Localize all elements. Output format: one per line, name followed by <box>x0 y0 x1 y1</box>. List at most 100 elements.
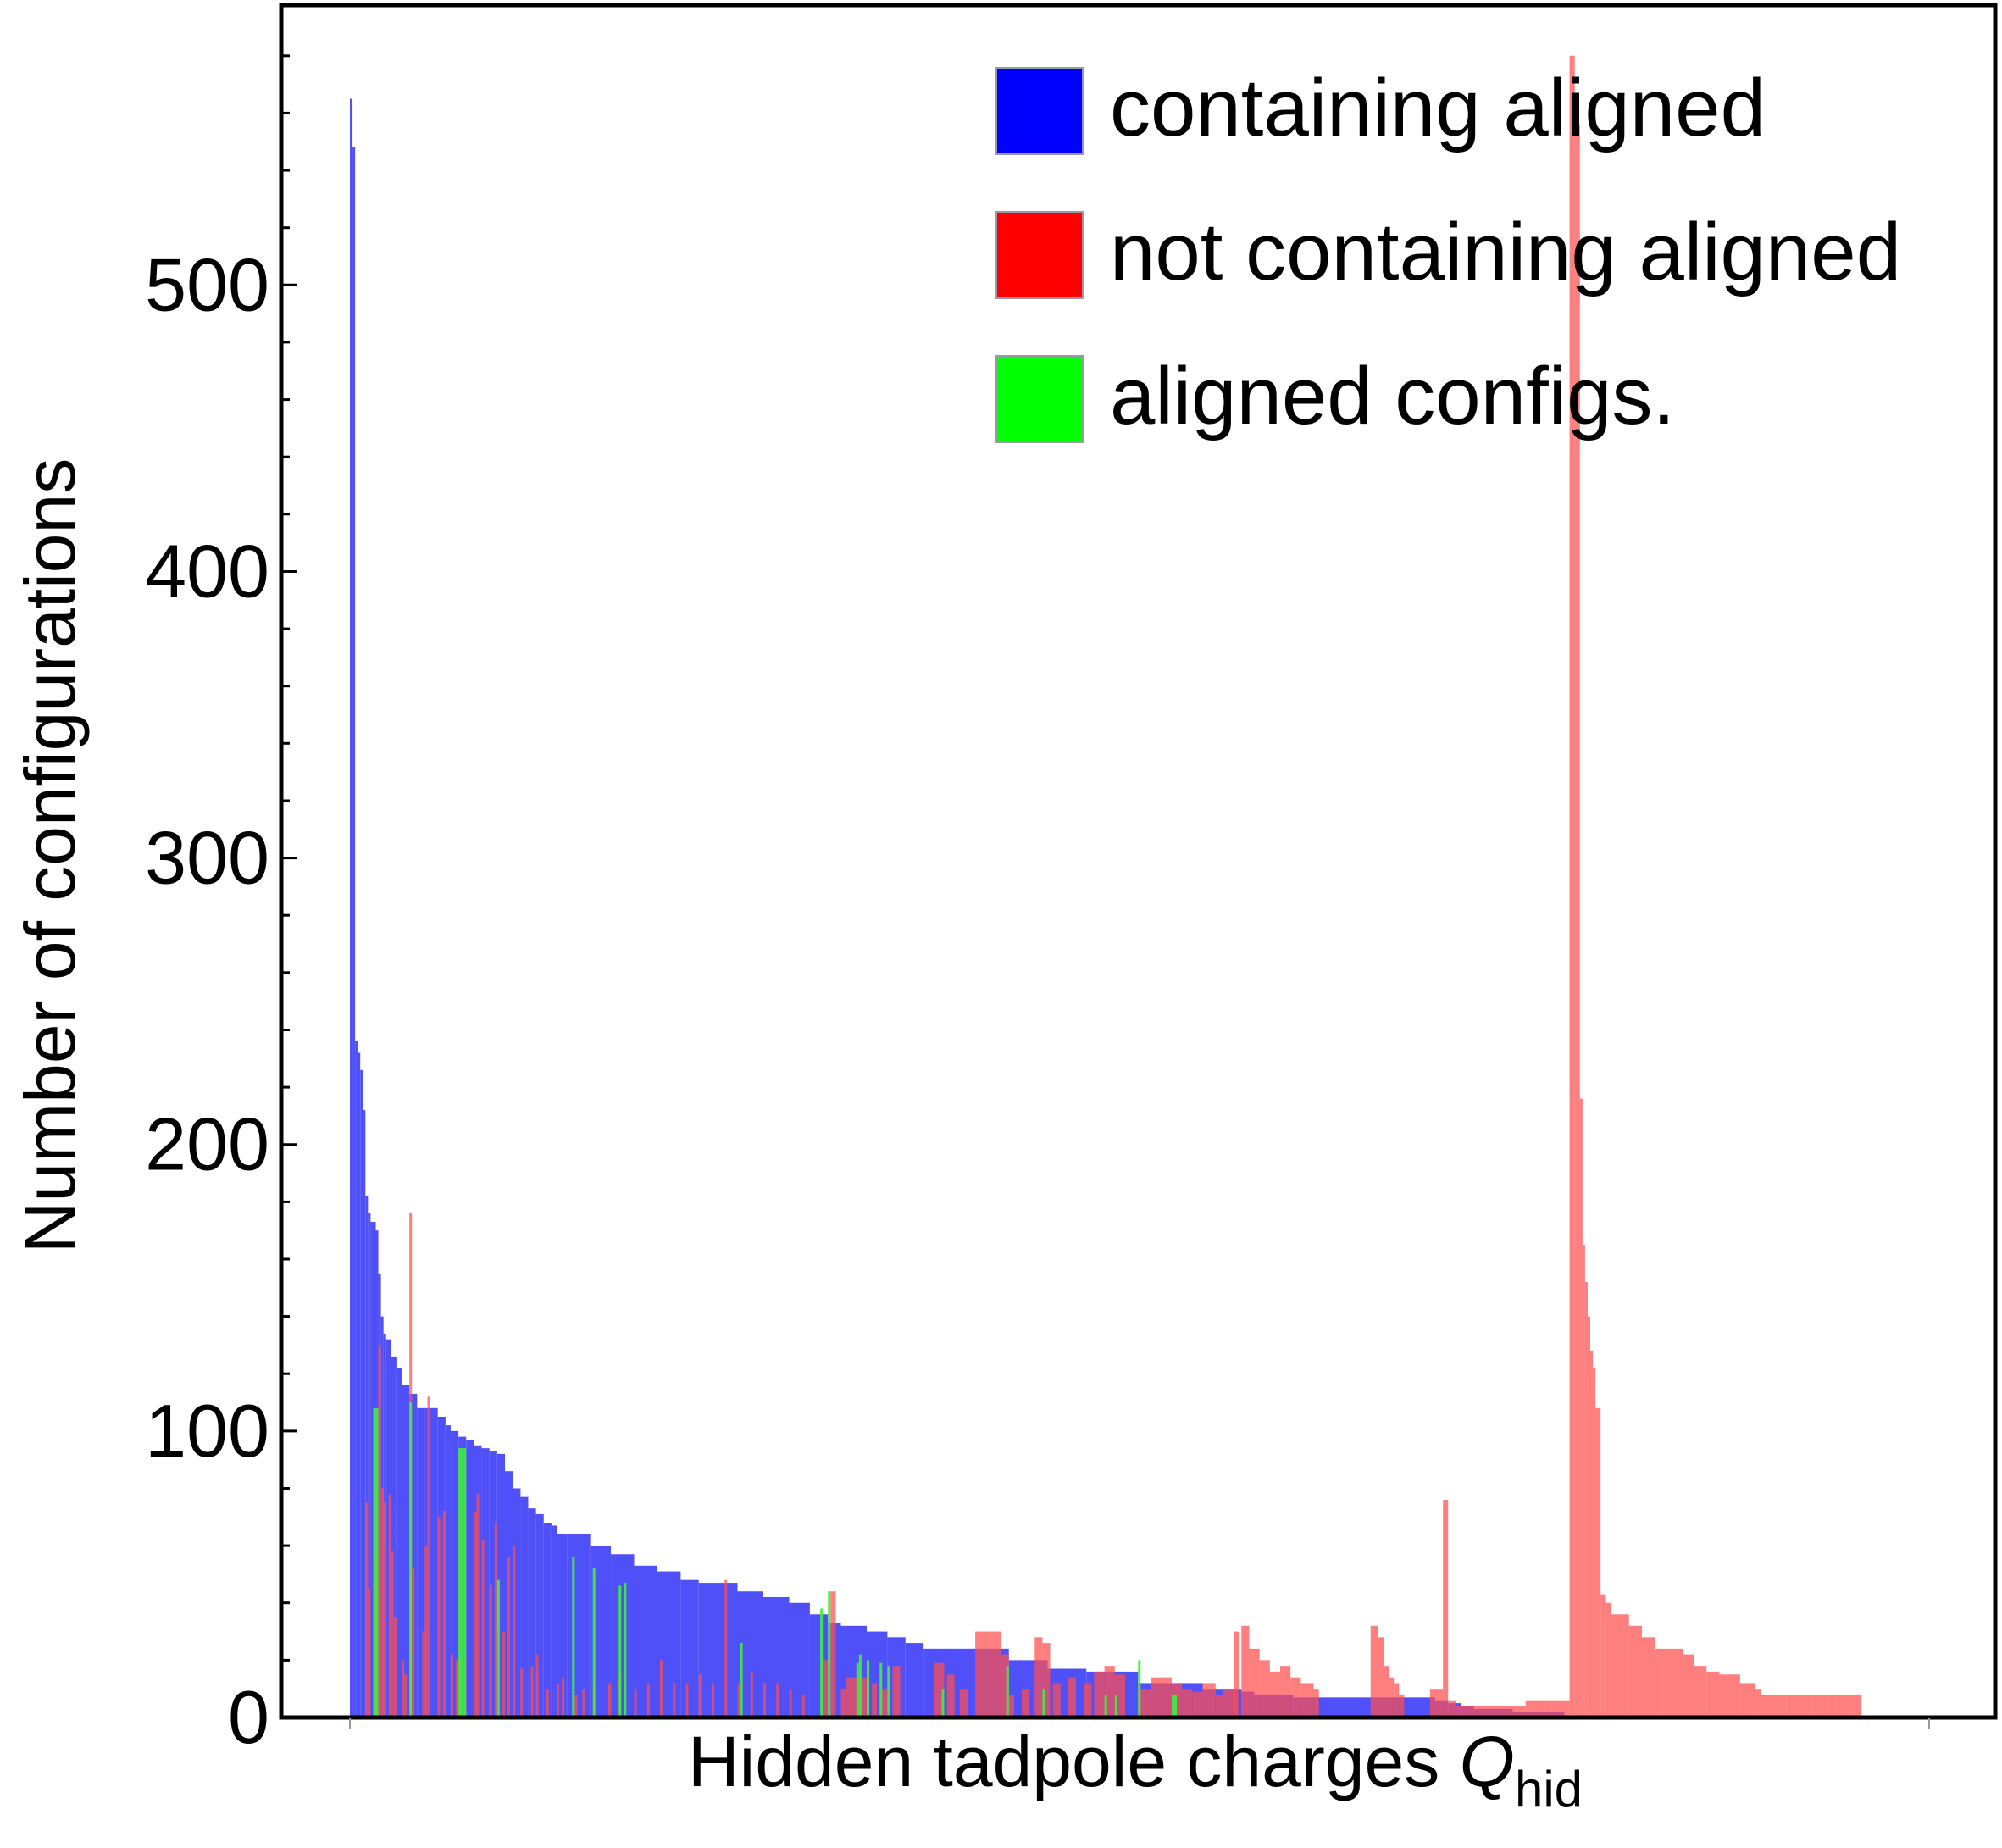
bar <box>1466 1706 1487 1718</box>
bar <box>1812 1694 1828 1718</box>
bar <box>1001 1654 1009 1718</box>
bar <box>557 1683 560 1718</box>
bar <box>1234 1631 1239 1718</box>
bar <box>789 1602 810 1718</box>
bar <box>1786 1694 1813 1718</box>
bar <box>551 1525 557 1718</box>
bar <box>567 1534 591 1718</box>
bar <box>1551 1700 1570 1718</box>
bar <box>1605 1602 1611 1718</box>
y-tick-label: 100 <box>145 1389 269 1473</box>
bar <box>528 1508 536 1718</box>
bar <box>1042 1689 1045 1718</box>
bar <box>489 1451 497 1718</box>
bar <box>1290 1677 1301 1718</box>
bar <box>380 1488 384 1718</box>
y-axis-label: Number of configurations <box>10 458 90 1253</box>
bar <box>507 1557 511 1718</box>
bar <box>611 1554 635 1718</box>
bar <box>1384 1666 1389 1718</box>
bar <box>1611 1614 1617 1718</box>
bar <box>375 1407 379 1718</box>
bar <box>562 1677 565 1718</box>
bar <box>698 1674 702 1718</box>
bar <box>1662 1648 1683 1718</box>
bar <box>1443 1500 1449 1718</box>
bar <box>1593 1368 1596 1718</box>
bar <box>1313 1689 1319 1718</box>
bar <box>1114 1694 1117 1718</box>
bar <box>712 1683 715 1718</box>
bar <box>879 1689 888 1718</box>
bar <box>404 1674 408 1718</box>
bar <box>365 1502 369 1718</box>
bar <box>750 1671 753 1718</box>
bar <box>1389 1677 1395 1718</box>
bar <box>1755 1689 1761 1718</box>
bar <box>1138 1689 1151 1718</box>
bar <box>1616 1614 1629 1718</box>
series-not-containing-aligned <box>365 55 1862 1718</box>
bar <box>1202 1683 1216 1718</box>
bar <box>975 1631 991 1718</box>
bar <box>905 1643 924 1718</box>
bar <box>1399 1694 1405 1718</box>
bar <box>789 1689 792 1718</box>
bar <box>1835 1694 1855 1718</box>
bar <box>535 1513 544 1718</box>
bar <box>463 1448 467 1718</box>
bar <box>402 1660 405 1718</box>
y-tick-label: 200 <box>145 1102 269 1186</box>
bar <box>383 1502 386 1718</box>
bar <box>846 1677 854 1718</box>
bar <box>634 1689 637 1718</box>
bar <box>801 1694 805 1718</box>
bar <box>417 1407 425 1718</box>
bar <box>450 1654 453 1718</box>
bar <box>476 1494 480 1718</box>
bar <box>412 1568 415 1718</box>
bar <box>776 1683 779 1718</box>
bar <box>481 1448 490 1718</box>
legend-label: aligned configs. <box>1110 351 1675 441</box>
bar <box>513 1546 516 1718</box>
bar <box>1151 1677 1172 1718</box>
bar <box>820 1608 824 1718</box>
bar <box>858 1654 862 1718</box>
bar <box>823 1660 829 1718</box>
bar <box>1574 124 1580 1718</box>
legend-swatch <box>995 67 1084 155</box>
bar <box>1094 1671 1105 1718</box>
series-aligned-configs- <box>373 1402 1177 1718</box>
bar <box>1215 1694 1223 1718</box>
bar <box>546 1689 549 1718</box>
bar <box>520 1496 529 1718</box>
bar <box>1706 1671 1720 1718</box>
bar <box>1525 1700 1552 1718</box>
bar <box>1042 1643 1051 1718</box>
bar <box>1370 1625 1378 1718</box>
bar <box>437 1416 446 1718</box>
bar <box>1569 55 1575 1718</box>
bar <box>1600 1594 1606 1718</box>
bar <box>1827 1694 1836 1718</box>
x-axis-label-symbol: Q <box>1460 1722 1515 1801</box>
bar <box>1739 1683 1756 1718</box>
bar <box>673 1683 676 1718</box>
bar <box>1223 1689 1237 1718</box>
bar <box>1394 1683 1400 1718</box>
bar <box>1694 1666 1707 1718</box>
bar <box>1008 1694 1014 1718</box>
bar <box>572 1557 575 1718</box>
bar <box>1269 1671 1280 1718</box>
bar <box>872 1683 878 1718</box>
bar <box>1854 1694 1862 1718</box>
bar <box>557 1534 568 1718</box>
legend: containing aligned not containing aligned… <box>995 63 1901 443</box>
bar <box>1505 1706 1526 1718</box>
bar <box>352 147 356 1718</box>
legend-label: containing aligned <box>1110 63 1766 153</box>
bar <box>358 1052 361 1718</box>
bar <box>618 1585 622 1718</box>
bar <box>409 1393 418 1718</box>
